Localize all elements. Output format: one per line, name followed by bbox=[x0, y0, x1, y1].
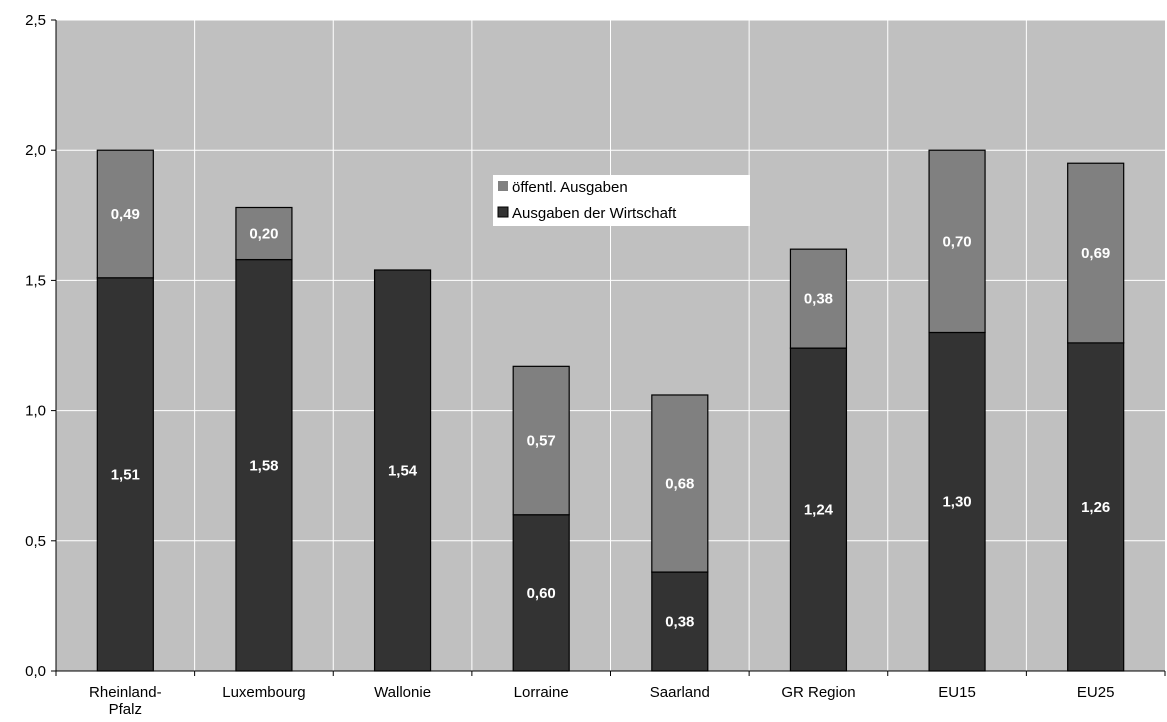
legend-box bbox=[493, 175, 750, 226]
data-label-public: 0,57 bbox=[527, 433, 556, 450]
bar-public bbox=[512, 365, 570, 516]
x-category-label-line: GR Region bbox=[781, 684, 855, 701]
bar-business bbox=[928, 331, 986, 672]
x-category-label: EU15 bbox=[938, 684, 976, 701]
bar-business bbox=[96, 277, 154, 672]
data-label-public: 0,69 bbox=[1081, 245, 1110, 262]
bar-business bbox=[789, 347, 848, 672]
x-category-label: Wallonie bbox=[374, 684, 431, 701]
x-category-label-line: Luxembourg bbox=[222, 684, 305, 701]
legend-label-public: öffentl. Ausgaben bbox=[512, 179, 628, 196]
data-label-business: 1,58 bbox=[249, 457, 278, 474]
bar-public bbox=[789, 248, 848, 349]
legend: öffentl. Ausgaben Ausgaben der Wirtschaf… bbox=[493, 175, 750, 226]
x-category-label: Rheinland-Pfalz bbox=[89, 684, 162, 718]
legend-swatch-public bbox=[498, 181, 508, 191]
y-tick-label: 0,5 bbox=[25, 533, 46, 550]
x-category-label-line: Lorraine bbox=[514, 684, 569, 701]
axes bbox=[55, 20, 1166, 676]
y-tick-label: 0,0 bbox=[25, 663, 46, 680]
x-category-label: Lorraine bbox=[514, 684, 569, 701]
data-label-business: 0,60 bbox=[527, 585, 556, 602]
bar-public bbox=[235, 206, 293, 261]
data-label-business: 1,54 bbox=[388, 462, 418, 479]
data-label-public: 0,68 bbox=[665, 476, 694, 493]
x-category-label-line: Rheinland- bbox=[89, 684, 162, 701]
bar-public bbox=[1067, 162, 1125, 344]
data-label-business: 0,38 bbox=[665, 614, 694, 631]
legend-label-business: Ausgaben der Wirtschaft bbox=[512, 205, 677, 222]
y-tick-label: 1,0 bbox=[25, 403, 46, 420]
data-label-business: 1,24 bbox=[804, 502, 834, 519]
data-label-public: 0,38 bbox=[804, 291, 833, 308]
x-category-label-line: Saarland bbox=[650, 684, 710, 701]
y-tick-label: 1,5 bbox=[25, 272, 46, 289]
x-category-label: EU25 bbox=[1077, 684, 1115, 701]
bar-business bbox=[651, 571, 709, 672]
bar-business bbox=[235, 258, 293, 672]
data-label-public: 0,70 bbox=[942, 233, 971, 250]
data-label-public: 0,20 bbox=[249, 226, 278, 243]
y-tick-label: 2,0 bbox=[25, 142, 46, 159]
bar-business bbox=[1067, 342, 1125, 672]
data-label-business: 1,51 bbox=[111, 466, 140, 483]
data-label-business: 1,30 bbox=[942, 494, 971, 511]
x-axis-categories: Rheinland-Pfalz Luxembourg Wallonie Lorrain… bbox=[89, 684, 1114, 718]
bar-public bbox=[928, 149, 986, 334]
data-label-business: 1,26 bbox=[1081, 499, 1110, 516]
legend-swatch-business bbox=[497, 206, 509, 218]
x-category-label-line: Wallonie bbox=[374, 684, 431, 701]
bar-public bbox=[651, 394, 709, 573]
y-axis-ticks: 0,0 0,5 1,0 1,5 2,0 2,5 bbox=[25, 12, 56, 680]
x-category-label: Luxembourg bbox=[222, 684, 305, 701]
x-category-label-line: EU25 bbox=[1077, 684, 1115, 701]
x-category-label: GR Region bbox=[781, 684, 855, 701]
bar-public bbox=[96, 149, 154, 279]
x-category-label-line: Pfalz bbox=[109, 701, 142, 718]
data-label-public: 0,49 bbox=[111, 206, 140, 223]
y-tick-label: 2,5 bbox=[25, 12, 46, 29]
data-labels: 1,51 0,49 1,58 0,20 1,54 0,60 0,57 0,38 0,68 1,24… bbox=[111, 206, 1111, 631]
x-category-label: Saarland bbox=[650, 684, 710, 701]
bars bbox=[96, 149, 1125, 672]
x-category-label-line: EU15 bbox=[938, 684, 976, 701]
